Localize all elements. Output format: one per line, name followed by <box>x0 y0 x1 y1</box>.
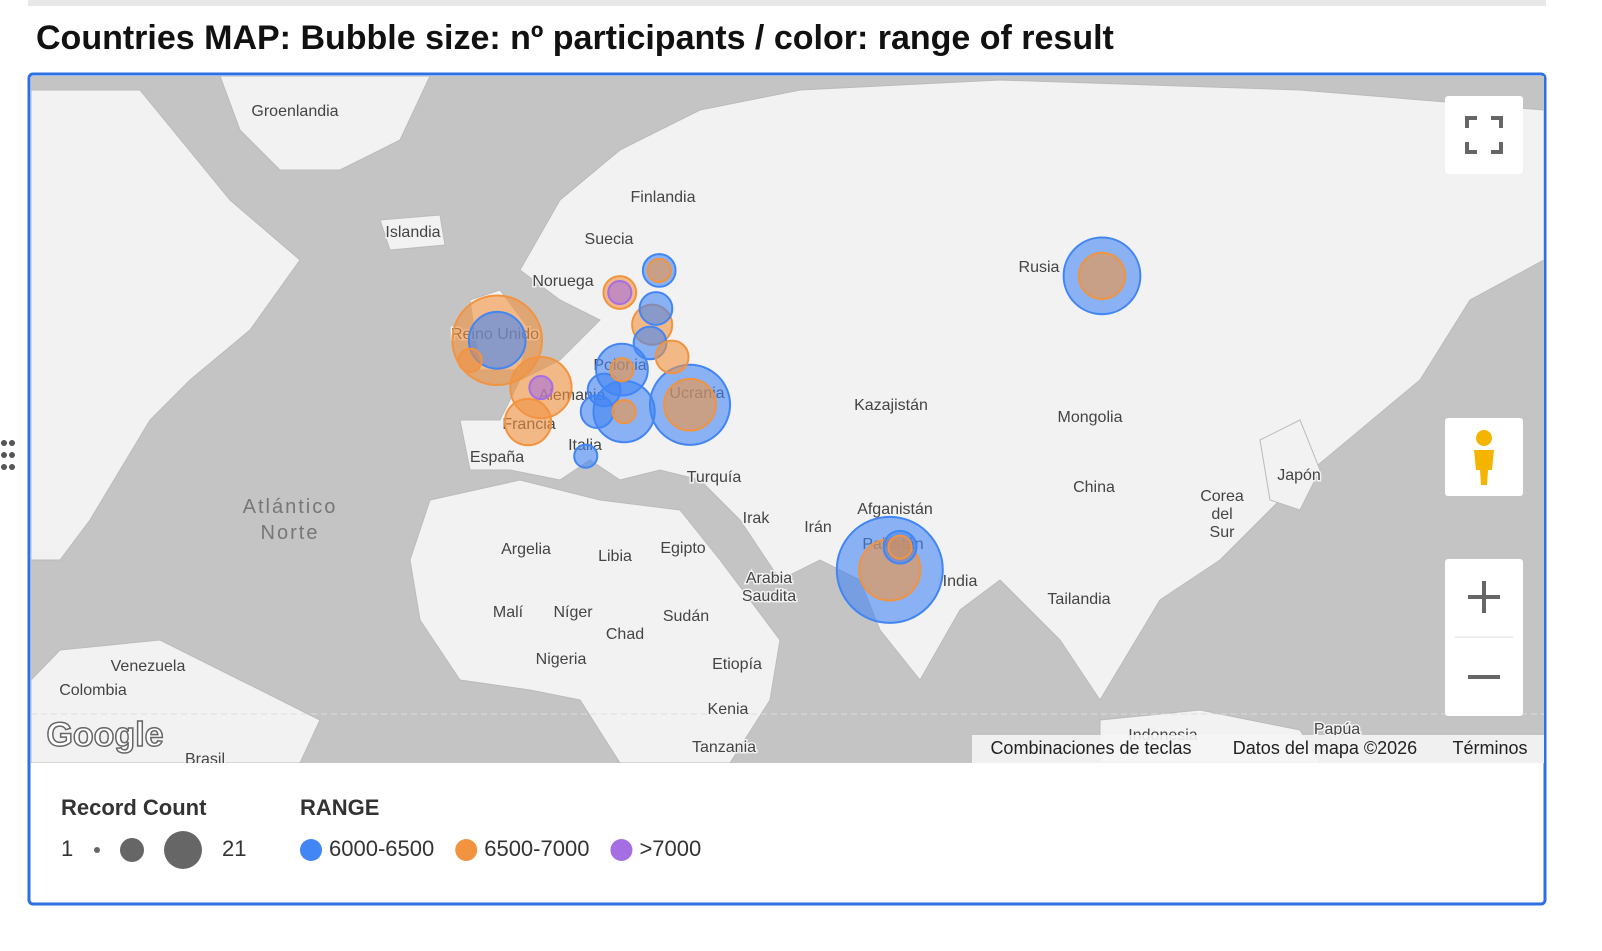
attribution-bar <box>972 735 1544 763</box>
color-label: 6500-7000 <box>484 836 589 861</box>
map-label: Turquía <box>687 469 742 486</box>
map-label: Etiopía <box>712 656 762 673</box>
bubble <box>887 534 913 560</box>
map-label: Japón <box>1277 467 1321 484</box>
bubble <box>607 279 633 306</box>
map-label: Egipto <box>660 540 705 557</box>
bubble <box>467 310 527 370</box>
size-key <box>120 838 144 862</box>
color-label: >7000 <box>639 836 701 861</box>
color-key <box>455 839 478 861</box>
map-label: Corea del Sur <box>1200 488 1244 541</box>
map-label: Irak <box>743 510 771 527</box>
map-label: Suecia <box>585 231 634 248</box>
size-key <box>164 831 202 869</box>
bubble <box>638 291 674 326</box>
map-label: Groenlandia <box>251 103 338 120</box>
bubble <box>663 377 717 432</box>
sea-label: Atlántico Norte <box>243 496 338 544</box>
bubble <box>457 347 483 373</box>
size-max: 21 <box>222 836 246 861</box>
bubble <box>646 257 672 284</box>
bubble <box>573 443 599 469</box>
map-label: Argelia <box>501 541 551 558</box>
map-label: Mongolia <box>1058 409 1123 426</box>
color-key <box>610 839 633 861</box>
map-label: España <box>470 449 524 466</box>
bubble <box>611 399 637 425</box>
bubble <box>503 397 553 447</box>
map-label: China <box>1073 479 1115 496</box>
map-label: Colombia <box>59 682 127 699</box>
fullscreen-button[interactable] <box>1445 96 1523 174</box>
bubble <box>654 339 690 375</box>
map-label: Islandia <box>385 224 440 241</box>
size-min: 1 <box>61 836 73 861</box>
map-label: Rusia <box>1019 259 1060 276</box>
map-label: Finlandia <box>631 189 696 206</box>
map-label: Irán <box>804 519 832 536</box>
map-label: Kazajistán <box>854 397 928 414</box>
map-label: Libia <box>598 548 632 565</box>
size-key <box>94 847 100 853</box>
map-label: Níger <box>553 604 593 621</box>
color-label: 6000-6500 <box>329 836 434 861</box>
map-label: Chad <box>606 626 644 643</box>
map-label: Noruega <box>532 273 593 290</box>
attribution-link[interactable]: Combinaciones de teclas <box>990 738 1191 758</box>
zoom-controls[interactable] <box>1445 559 1523 716</box>
title: Countries MAP: Bubble size: nº participa… <box>36 19 1114 57</box>
map-label: Nigeria <box>536 651 587 668</box>
color-key <box>300 839 322 861</box>
bubble <box>1077 251 1127 300</box>
map-label: Malí <box>493 604 524 621</box>
map-label: Tailandia <box>1047 591 1110 608</box>
bubble <box>609 357 635 383</box>
map-label: India <box>943 573 978 590</box>
map-label: Afganistán <box>857 501 933 518</box>
legend-title: Record Count <box>61 795 207 820</box>
drag-handle[interactable] <box>1 440 15 470</box>
map-label: Brasil <box>185 751 225 768</box>
bubbles <box>451 236 1142 624</box>
bubble <box>586 372 622 408</box>
map-label: Venezuela <box>111 658 186 675</box>
map-logo: Google <box>46 716 163 754</box>
attribution-link[interactable]: Términos <box>1452 738 1527 758</box>
map-label: Sudán <box>663 608 709 625</box>
map-label: Kenia <box>708 701 749 718</box>
legend: Record Count 1 21 RANGE 6000-6500 6500-70… <box>61 795 701 869</box>
map-label: Papúa <box>1314 721 1360 738</box>
attribution-text: Datos del mapa ©2026 <box>1233 738 1417 758</box>
map[interactable]: Groenlandia Islandia Finlandia Suecia Norueg… <box>31 76 1544 768</box>
pegman[interactable] <box>1445 418 1523 496</box>
top-bar <box>28 0 1546 6</box>
map-label: Tanzania <box>692 739 756 756</box>
map-label: Arabia Saudita <box>742 570 796 605</box>
bubble <box>528 375 554 401</box>
legend-title: RANGE <box>300 795 379 820</box>
